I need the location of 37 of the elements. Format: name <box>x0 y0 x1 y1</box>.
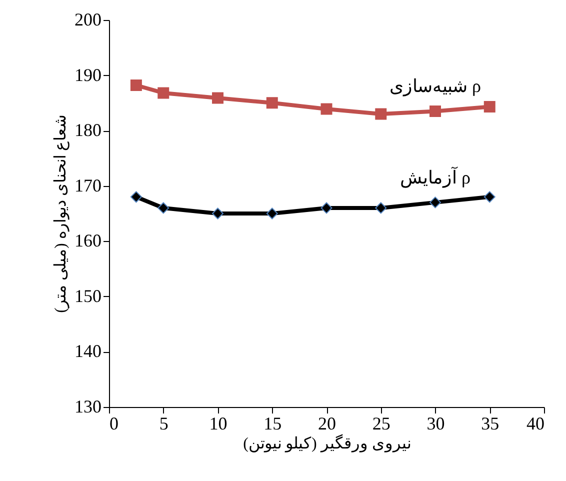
x-axis-title: نیروی ورقگیر (کیلو نیوتن) <box>243 434 411 452</box>
point <box>430 105 441 117</box>
point <box>266 97 278 109</box>
x-tick-label: 35 <box>481 414 500 434</box>
point <box>130 191 142 203</box>
point <box>158 87 170 99</box>
point <box>212 208 224 220</box>
x-tick-label: 5 <box>159 414 168 434</box>
point <box>212 92 224 104</box>
x-tick-label: 0 <box>110 414 118 434</box>
y-axis-title: شعاع انحنای دیواره (میلی متر) <box>52 115 70 313</box>
x-tick-label: 20 <box>318 414 336 434</box>
x-tick-label: 10 <box>209 414 228 434</box>
y-tick-label: 190 <box>74 64 102 85</box>
x-tick-label: 25 <box>372 414 390 434</box>
x-tick-label: 40 <box>526 414 544 434</box>
series-label: آزمایش ρ <box>400 166 471 188</box>
y-tick-label: 130 <box>74 396 102 416</box>
point <box>484 101 496 113</box>
point <box>375 108 387 120</box>
x-tick-label: 30 <box>426 414 445 434</box>
y-tick-label: 180 <box>74 120 102 140</box>
y-tick-label: 150 <box>74 286 102 306</box>
point <box>266 208 278 220</box>
y-tick-label: 140 <box>74 341 102 362</box>
x-tick-label: 15 <box>264 414 282 434</box>
y-tick-label: 160 <box>74 230 102 251</box>
point <box>320 202 332 214</box>
point <box>430 196 441 208</box>
y-tick-label: 200 <box>74 10 102 30</box>
point <box>320 103 332 115</box>
series-label: شبیه‌سازی ρ <box>390 76 482 98</box>
point <box>130 79 142 91</box>
point <box>484 191 496 203</box>
point <box>375 202 387 214</box>
y-tick-label: 170 <box>74 175 102 196</box>
point <box>158 202 170 214</box>
